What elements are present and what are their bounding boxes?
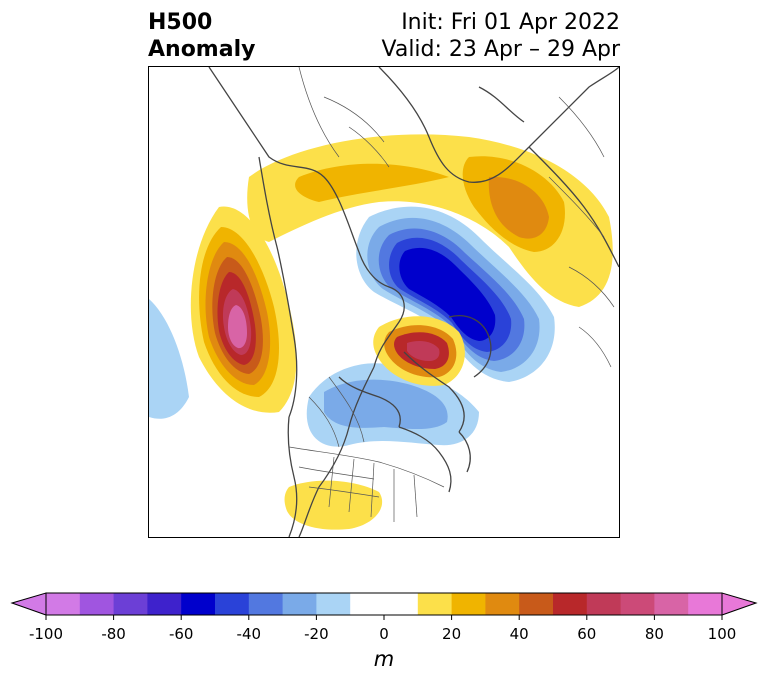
anomaly-pos-siberia-2 xyxy=(488,176,549,239)
borders xyxy=(288,67,615,522)
colorbar-cell xyxy=(46,593,81,615)
colorbar-tick-label: -20 xyxy=(304,625,329,643)
colorbar-cell xyxy=(113,593,148,615)
colorbar-cell xyxy=(519,593,554,615)
colorbar-cell xyxy=(586,593,622,615)
date-info: Init: Fri 01 Apr 2022 Valid: 23 Apr – 29… xyxy=(382,9,621,63)
coastlines xyxy=(208,67,619,537)
colorbar-cell xyxy=(417,593,453,615)
colorbar-tick-label: -80 xyxy=(101,625,126,643)
colorbar-cells xyxy=(46,593,723,615)
init-date: Init: Fri 01 Apr 2022 xyxy=(401,10,620,35)
colorbar-tick-label: 80 xyxy=(644,625,664,643)
colorbar-max-extension xyxy=(721,592,758,616)
anomaly-map xyxy=(148,66,620,538)
valid-period: Valid: 23 Apr – 29 Apr xyxy=(381,37,621,62)
colorbar-cell xyxy=(485,593,520,615)
colorbar-tick-label: -40 xyxy=(236,625,262,643)
colorbar-unit: m xyxy=(373,647,395,671)
colorbar-cell xyxy=(553,593,588,615)
colorbar-ticks xyxy=(45,615,723,620)
colorbar-tick-label: 60 xyxy=(577,625,597,643)
anomaly-neg-pacific xyxy=(149,299,189,419)
colorbar-cell xyxy=(147,593,182,615)
anomaly-pos-north-ring-2 xyxy=(295,163,449,202)
colorbar-tick-label: 40 xyxy=(509,625,529,643)
colorbar-cell xyxy=(688,593,723,615)
colorbar-cell xyxy=(350,593,385,615)
colorbar xyxy=(10,592,758,620)
title-line-1: H500 xyxy=(148,10,213,35)
colorbar-tick-label: -60 xyxy=(168,625,194,643)
colorbar-tick-label: 20 xyxy=(442,625,462,643)
colorbar-cell xyxy=(654,593,689,615)
colorbar-cell xyxy=(620,593,655,615)
anomaly-pos-us xyxy=(284,480,383,530)
colorbar-cell xyxy=(215,593,250,615)
colorbar-cell xyxy=(451,593,486,615)
title-line-2: Anomaly xyxy=(148,37,256,62)
anomaly-pos-greenland-4 xyxy=(407,341,440,361)
colorbar-cell xyxy=(248,593,284,615)
map-svg xyxy=(149,67,619,537)
colorbar-cell xyxy=(316,593,351,615)
colorbar-min-extension xyxy=(10,592,47,616)
colorbar-cell xyxy=(79,593,115,615)
anomaly-pos-westcoast-7 xyxy=(228,305,247,349)
colorbar-tick-label: 0 xyxy=(379,625,389,643)
chart-title: H500 Anomaly xyxy=(148,9,255,63)
colorbar-cell xyxy=(282,593,317,615)
colorbar-tick-label: -100 xyxy=(28,625,64,643)
colorbar-tick-label: 100 xyxy=(707,625,737,643)
colorbar-cell xyxy=(384,593,419,615)
colorbar-cell xyxy=(181,593,216,615)
